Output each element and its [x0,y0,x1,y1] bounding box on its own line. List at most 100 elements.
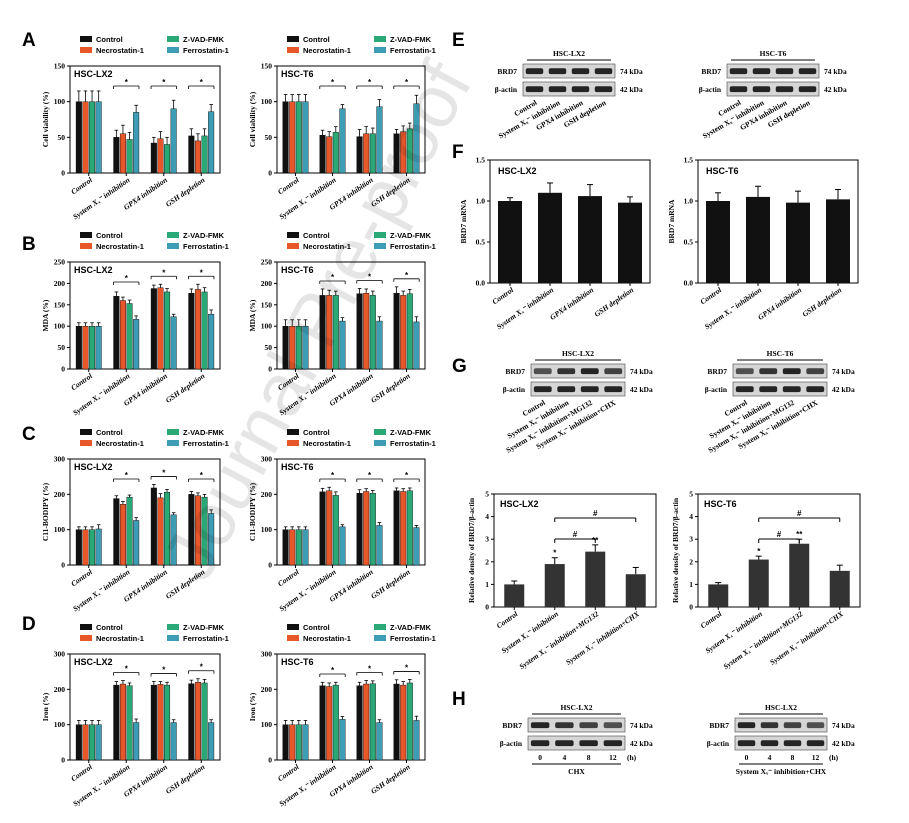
bar [133,722,140,761]
bar [188,135,195,174]
bar [578,196,602,283]
blot-kda: 74 kDa [630,367,653,376]
blot-band [760,740,779,747]
legend-swatch [167,243,179,249]
plot-frame [697,159,859,284]
legend-swatch [287,429,299,435]
plot-frame [276,653,426,761]
sig-hash: # [797,509,802,518]
bar [113,137,120,174]
bar [113,684,120,761]
sig-star: * [200,78,204,87]
bar [194,289,201,370]
y-tick-label: 1 [485,580,489,589]
chart-title: HSC-T6 [281,657,314,667]
time-label: 12 [812,753,820,762]
legend-label: Control [303,428,330,437]
legend-swatch [167,635,179,641]
blot-band [557,368,576,375]
bar [585,551,606,607]
sig-star: * [405,471,409,480]
legend-label: Necrostatin-1 [303,634,351,643]
y-tick-label: 0 [268,169,272,178]
bar [400,491,407,566]
y-tick-label: 100 [54,525,66,534]
bar [113,296,120,370]
panel-letter-c: C [22,424,36,445]
blot-row-label: β-actin [707,739,730,748]
legend-label: Ferrostatin-1 [183,634,229,643]
bar [133,520,140,566]
bar [126,685,133,761]
bar [95,101,102,174]
blot-band [729,86,748,93]
bar [208,722,215,761]
x-tick-label: Control [699,285,724,307]
bar [544,564,565,607]
legend-swatch [374,635,386,641]
blot-band [571,68,590,75]
time-label: 0 [745,753,749,762]
blot-band [580,386,599,393]
y-tick-label: 200 [54,685,66,694]
sig-star: ** [796,530,803,539]
blot-strip [530,381,626,397]
bar [82,529,89,566]
blot-band [603,740,623,747]
bar [393,490,400,566]
blot-band [752,86,771,93]
sig-hash: # [593,509,598,518]
blot-strip [732,363,828,379]
panel-letter-e: E [452,30,465,51]
bar [302,724,309,761]
bar [170,108,177,174]
bar [164,144,171,174]
blot-row-label: β-actin [500,739,523,748]
bar [201,135,208,174]
y-tick-label: 0 [61,561,65,570]
bar [150,288,157,370]
legend-swatch [80,440,92,446]
blot-band [594,68,613,75]
bar [75,101,82,174]
plot-frame [69,261,221,370]
blot-band [548,86,567,93]
legend-swatch [287,243,299,249]
bar [75,724,82,761]
bar [82,101,89,174]
legend-label: Z-VAD-FMK [390,428,432,437]
blot-row-label: β-actin [705,385,728,394]
blot-title: HSC-T6 [767,349,794,358]
legend-swatch [287,624,299,630]
sig-hash: # [573,530,578,539]
chart-title: HSC-LX2 [74,265,113,275]
legend-label: Ferrostatin-1 [183,46,229,55]
blot-kda: 42 kDa [832,739,855,748]
panel-letter-d: D [22,614,36,635]
sig-star: * [125,78,129,87]
time-label: 8 [587,753,591,762]
bar [302,529,309,566]
bar [164,291,171,370]
y-tick-label: 0.0 [684,279,694,288]
bar [188,293,195,370]
bar [113,498,120,566]
bar [339,108,346,174]
y-tick-label: 4 [485,512,489,521]
legend-label: Z-VAD-FMK [183,35,225,44]
chart-title: HSC-LX2 [74,462,113,472]
sig-star: * [125,274,129,283]
y-tick-label: 4 [689,512,693,521]
x-tick-label: GSH depletion [369,762,412,796]
legend-label: Z-VAD-FMK [183,428,225,437]
bar [282,724,289,761]
bar [504,584,525,607]
blot-band [759,368,778,375]
legend-swatch [80,36,92,42]
x-tick-label: GSH depletion [801,285,844,319]
plot-frame [489,159,651,284]
y-tick-label: 100 [261,720,273,729]
